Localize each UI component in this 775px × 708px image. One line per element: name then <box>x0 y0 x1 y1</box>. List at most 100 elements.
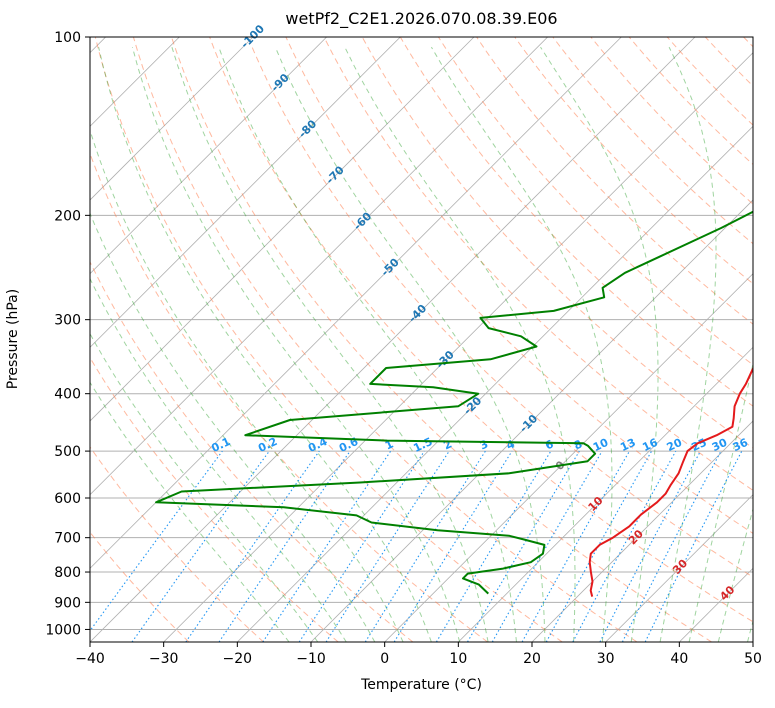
isotherm-line <box>163 52 753 642</box>
mixing-ratio-line <box>435 450 552 642</box>
mixing-ratio-line <box>491 450 603 642</box>
dry-adiabat <box>132 37 638 642</box>
dry-adiabat <box>666 37 753 126</box>
dry-adiabat <box>704 37 753 87</box>
y-tick-label: 400 <box>54 387 81 403</box>
mixing-ratio-label: 8 <box>572 437 584 452</box>
mixing-ratio-label: 0.1 <box>209 435 232 455</box>
x-tick-label: 30 <box>597 651 615 667</box>
dry-adiabat <box>90 531 190 642</box>
moist-adiabat <box>344 46 576 642</box>
dewpoint-profile-line <box>155 210 753 595</box>
y-tick-label: 700 <box>54 531 81 547</box>
y-tick-label: 1000 <box>45 622 81 638</box>
moist-adiabat <box>688 361 753 642</box>
dry-adiabat <box>361 37 753 449</box>
y-tick-label: 500 <box>54 444 81 460</box>
isotherm-label: 20 <box>626 527 646 547</box>
moist-adiabat <box>90 277 347 642</box>
isotherm-line <box>458 346 753 642</box>
y-tick-label: 600 <box>54 491 81 507</box>
x-tick-label: −20 <box>223 651 253 667</box>
moist-adiabat <box>540 46 659 642</box>
moist-adiabat <box>90 128 404 642</box>
isotherm-line <box>90 37 327 275</box>
moist-adiabat <box>90 212 376 642</box>
isotherm-line <box>90 37 548 496</box>
mixing-ratio-line <box>262 450 392 642</box>
mixing-ratio-line <box>572 450 677 642</box>
mixing-ratio-label: 16 <box>640 436 660 454</box>
mixing-ratio-label: 1.5 <box>411 435 434 455</box>
isotherm-line <box>752 641 753 642</box>
mixing-ratio-label: 0.2 <box>256 435 279 455</box>
x-tick-label: 0 <box>380 651 389 667</box>
dry-adiabat <box>90 446 264 642</box>
y-tick-label: 100 <box>54 30 81 46</box>
dry-adiabat <box>514 37 753 285</box>
dry-adiabat <box>94 37 563 642</box>
isotherm-line <box>679 567 753 642</box>
y-tick-label: 300 <box>54 313 81 329</box>
dry-adiabat <box>743 37 753 48</box>
dry-adiabat <box>437 37 753 366</box>
dry-adiabat <box>209 37 753 623</box>
x-tick-label: 50 <box>744 651 762 667</box>
mixing-ratio-line <box>599 450 701 642</box>
mixing-ratio-label: 6 <box>543 437 556 452</box>
mixing-ratio-label: 3 <box>478 437 490 452</box>
profile-series <box>155 210 753 597</box>
mixing-ratio-label: 10 <box>591 436 611 454</box>
x-axis-label: Temperature (°C) <box>361 677 482 693</box>
dry-adiabat <box>90 356 339 642</box>
dry-adiabat <box>247 37 753 578</box>
isotherm-label: -90 <box>269 71 292 94</box>
mixing-ratio-label: 30 <box>710 436 730 454</box>
isotherm-line <box>90 37 254 201</box>
moist-adiabat <box>131 46 461 642</box>
y-tick-label: 800 <box>54 565 81 581</box>
mixing-ratio-label: 20 <box>665 436 685 454</box>
mixing-ratio-line <box>218 450 351 642</box>
mixing-ratio-line <box>393 450 513 642</box>
isotherm-label: -30 <box>434 348 457 371</box>
moist-adiabat <box>98 46 432 642</box>
mixing-ratio-line <box>131 450 270 642</box>
moist-adiabat <box>218 46 517 642</box>
axes: −40 −30 −20 −10 0 10 20 30 40 5010020030040050060… <box>45 30 762 667</box>
isotherm-line <box>90 37 401 348</box>
isotherm-line <box>90 37 622 569</box>
isotherm-line <box>90 37 475 422</box>
moist-adiabat <box>717 507 753 642</box>
isotherm-line <box>531 420 753 642</box>
moist-adiabat <box>90 381 290 642</box>
mixing-ratio-label: 13 <box>618 436 637 454</box>
isotherm-label: 30 <box>670 557 690 577</box>
moist-adiabat <box>747 619 753 642</box>
x-tick-label: −10 <box>296 651 326 667</box>
isotherm-label: 40 <box>717 583 737 603</box>
x-tick-label: −40 <box>75 651 105 667</box>
isotherm-line <box>384 273 753 642</box>
dry-adiabat <box>628 37 753 166</box>
x-tick-label: 20 <box>523 651 541 667</box>
mixing-ratio-line <box>90 450 223 632</box>
dry-adiabat <box>323 37 753 491</box>
isotherm-line <box>237 125 753 642</box>
x-tick-label: −30 <box>149 651 179 667</box>
mixing-ratio-line <box>467 450 580 642</box>
x-tick-label: 10 <box>449 651 467 667</box>
mixing-ratio-label: 0.6 <box>337 435 360 455</box>
isotherm-label: -70 <box>324 163 347 186</box>
isotherm-label: -10 <box>517 412 540 435</box>
background-lines <box>90 37 753 642</box>
moist-adiabat <box>659 46 717 642</box>
dry-adiabat <box>90 260 414 642</box>
isotherm-line <box>605 494 753 642</box>
mixing-ratio-line <box>185 450 320 642</box>
isotherm-label: -40 <box>406 302 429 325</box>
mixing-ratio-line <box>521 450 630 642</box>
moist-adiabat <box>274 46 546 642</box>
isotherm-label: -60 <box>351 209 374 232</box>
dry-adiabat <box>399 37 753 407</box>
